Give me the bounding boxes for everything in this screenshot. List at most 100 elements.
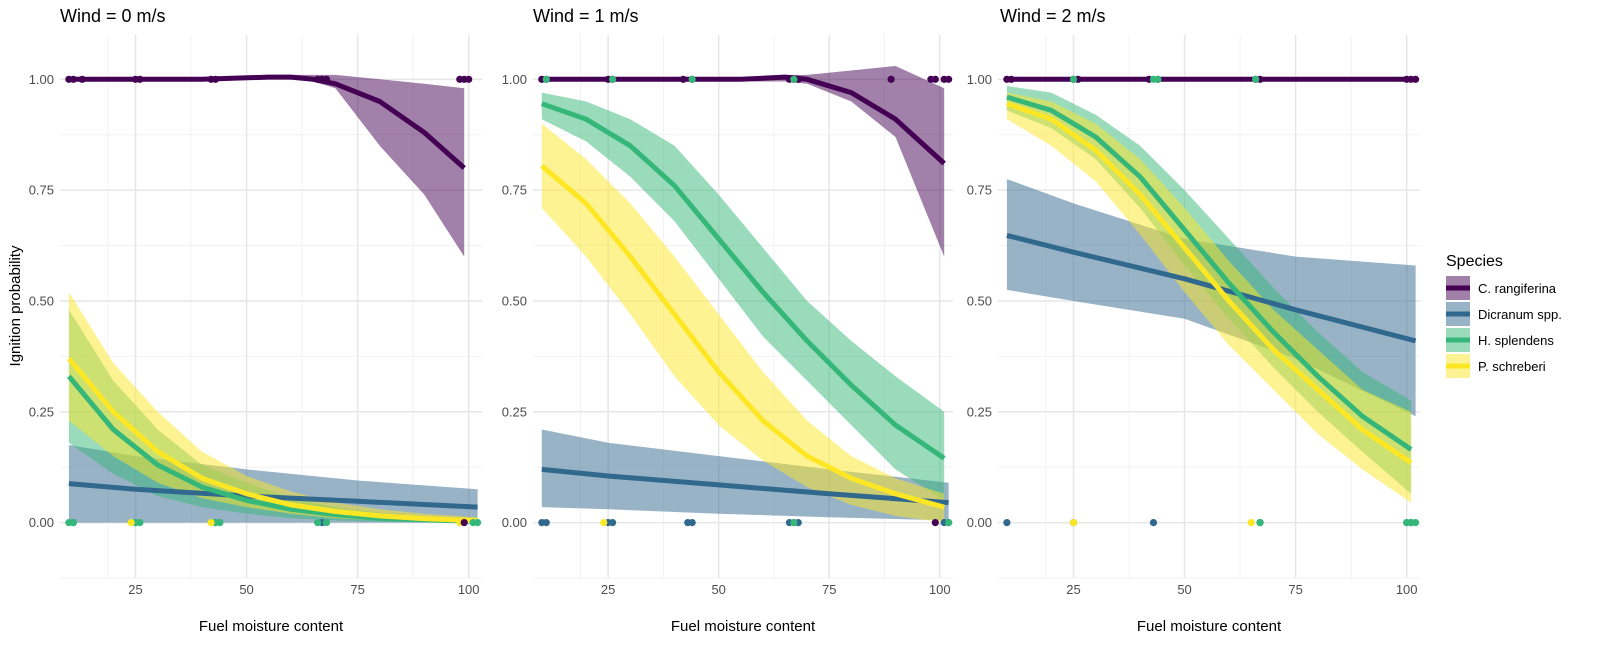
x-tick-label: 25 xyxy=(128,582,142,597)
line-p-schreberi xyxy=(1006,101,1413,465)
point-c-rangiferina xyxy=(78,75,86,83)
line-c-rangiferina xyxy=(68,74,466,170)
point-c-rangiferina xyxy=(931,518,939,527)
x-axis-title: Fuel moisture content xyxy=(199,618,344,635)
x-tick-label: 100 xyxy=(458,582,480,597)
y-tick-label: 0.75 xyxy=(967,183,992,198)
point-dicranum-spp xyxy=(688,518,696,527)
point-h-splendens xyxy=(542,75,550,83)
x-tick-label: 25 xyxy=(1066,582,1080,597)
point-dicranum-spp xyxy=(608,518,617,527)
point-c-rangiferina xyxy=(211,75,220,83)
ribbon-h-splendens xyxy=(541,92,945,501)
point-c-rangiferina xyxy=(322,75,331,83)
x-axis-title: Fuel moisture content xyxy=(671,618,816,635)
y-tick-label: 0.25 xyxy=(502,404,527,419)
point-c-rangiferina xyxy=(69,75,77,83)
ribbon-c-rangiferina xyxy=(68,74,465,257)
panel-title: Wind = 1 m/s xyxy=(533,6,639,26)
y-tick-label: 0.50 xyxy=(29,293,54,308)
line-c-rangiferina xyxy=(541,74,946,166)
point-c-rangiferina xyxy=(136,75,144,83)
panel-title: Wind = 2 m/s xyxy=(1000,6,1106,26)
line-dicranum-spp xyxy=(1006,232,1417,344)
point-p-schreberi xyxy=(1069,518,1078,527)
legend-title: Species xyxy=(1446,253,1503,270)
line-h-splendens xyxy=(540,101,946,461)
panel-2: 25 50 75 100 0.00 0.25 0.50 0.75 1.00 Fuel moistu… xyxy=(502,6,953,635)
point-c-rangiferina xyxy=(931,75,939,83)
point-h-splendens xyxy=(790,75,798,83)
y-axis-title: Ignition probability xyxy=(7,245,24,366)
point-dicranum-spp xyxy=(1003,518,1011,527)
x-axis-title: Fuel moisture content xyxy=(1137,618,1282,635)
ribbon-p-schreberi xyxy=(68,292,478,523)
point-h-splendens xyxy=(608,75,617,83)
legend-label: Dicranum spp. xyxy=(1478,307,1562,322)
point-h-splendens xyxy=(1154,75,1162,83)
x-tick-label: 50 xyxy=(711,582,725,597)
point-dicranum-spp xyxy=(1149,518,1158,527)
panel-3: 25 50 75 100 0.00 0.25 0.50 0.75 1.00 Fuel moistu… xyxy=(967,6,1420,635)
y-tick-label: 0.50 xyxy=(502,293,527,308)
x-tick-label: 75 xyxy=(822,582,836,597)
point-h-splendens xyxy=(216,518,224,527)
x-tick-label: 75 xyxy=(1288,582,1302,597)
x-tick-label: 75 xyxy=(350,582,364,597)
point-c-rangiferina xyxy=(1007,75,1015,83)
panel-1: 25 50 75 100 0.00 0.25 0.50 0.75 1.00 Fuel moistu… xyxy=(29,6,482,635)
x-tick-label: 25 xyxy=(601,582,615,597)
x-tick-label: 50 xyxy=(1177,582,1191,597)
point-h-splendens xyxy=(473,518,482,527)
point-h-splendens xyxy=(322,518,331,527)
point-h-splendens xyxy=(1252,75,1260,83)
point-p-schreberi xyxy=(207,518,215,527)
point-h-splendens xyxy=(1256,518,1264,527)
point-p-schreberi xyxy=(600,518,608,527)
x-tick-label: 50 xyxy=(239,582,253,597)
y-tick-label: 1.00 xyxy=(967,72,992,87)
line-h-splendens xyxy=(1006,94,1413,452)
x-tick-label: 100 xyxy=(1396,582,1418,597)
legend-label: C. rangiferina xyxy=(1478,281,1557,296)
line-p-schreberi xyxy=(540,163,945,510)
y-tick-label: 0.75 xyxy=(29,183,54,198)
point-h-splendens xyxy=(944,518,953,527)
point-c-rangiferina xyxy=(887,75,895,83)
line-dicranum-spp xyxy=(541,466,949,506)
panel-title: Wind = 0 m/s xyxy=(60,6,166,26)
point-h-splendens xyxy=(136,518,144,527)
point-h-splendens xyxy=(314,518,322,527)
legend-label: P. schreberi xyxy=(1478,359,1546,374)
point-h-splendens xyxy=(790,518,798,527)
y-tick-label: 0.50 xyxy=(967,293,992,308)
point-p-schreberi xyxy=(1247,518,1255,527)
legend: Species C. rangiferina Dicranum spp. H. spl… xyxy=(1446,253,1562,378)
point-c-rangiferina xyxy=(1411,75,1420,83)
point-dicranum-spp xyxy=(542,518,550,527)
y-tick-label: 1.00 xyxy=(29,72,54,87)
point-c-rangiferina xyxy=(679,75,687,83)
ribbon-c-rangiferina xyxy=(541,66,945,257)
line-p-schreberi xyxy=(66,356,478,524)
ribbon-p-schreberi xyxy=(541,123,945,523)
point-c-rangiferina xyxy=(460,518,468,527)
x-tick-label: 100 xyxy=(929,582,951,597)
point-h-splendens xyxy=(1411,518,1420,527)
y-tick-label: 0.75 xyxy=(502,183,527,198)
y-tick-label: 0.25 xyxy=(29,404,54,419)
y-tick-label: 0.00 xyxy=(967,515,992,530)
y-tick-label: 0.25 xyxy=(967,404,992,419)
point-c-rangiferina xyxy=(944,75,953,83)
point-p-schreberi xyxy=(127,518,135,527)
point-c-rangiferina xyxy=(465,75,473,83)
legend-label: H. splendens xyxy=(1478,333,1554,348)
y-tick-label: 0.00 xyxy=(502,515,527,530)
y-tick-label: 0.00 xyxy=(29,515,54,530)
y-tick-label: 1.00 xyxy=(502,72,527,87)
point-h-splendens xyxy=(688,75,696,83)
point-h-splendens xyxy=(69,518,77,527)
point-h-splendens xyxy=(1069,75,1078,83)
